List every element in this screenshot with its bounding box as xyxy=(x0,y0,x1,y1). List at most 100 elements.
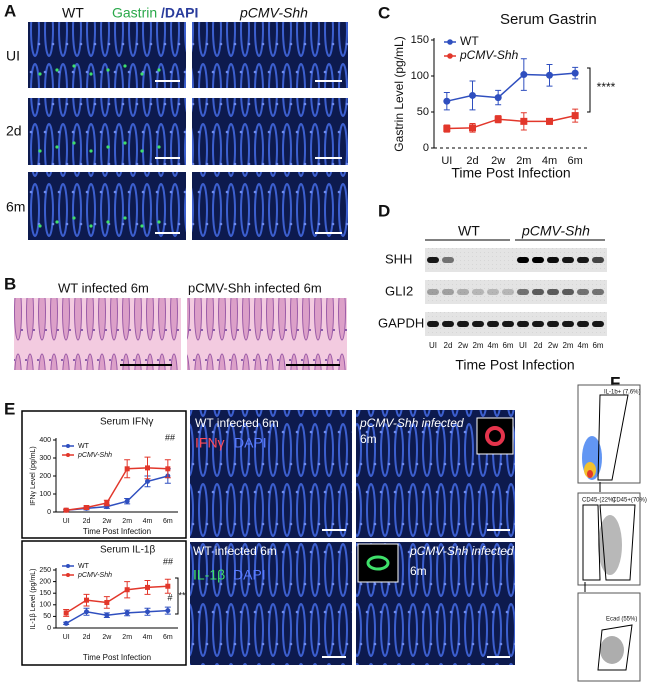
point xyxy=(145,609,150,615)
band xyxy=(427,257,439,263)
micrograph xyxy=(192,172,348,240)
chart-box xyxy=(21,540,187,666)
signal-dot xyxy=(157,68,161,72)
legend-label: WT xyxy=(78,443,90,450)
x-tick-label: 2m xyxy=(122,518,132,525)
x-tick-label: 6m xyxy=(163,518,173,525)
band xyxy=(547,321,559,327)
series-line xyxy=(65,609,168,625)
gate-label: Ecad (55%) xyxy=(606,617,637,623)
group-label: pCMV-Shh xyxy=(521,223,590,239)
signal-dot xyxy=(123,141,127,145)
band xyxy=(457,321,469,327)
panel-label: E xyxy=(4,399,15,418)
micrograph xyxy=(28,22,186,88)
image-text: pCMV-Shh infected xyxy=(409,544,514,558)
image-text: WT infected 6m xyxy=(193,544,277,558)
protein-label: GAPDH xyxy=(378,315,424,330)
point xyxy=(165,466,171,472)
y-tick-label: 300 xyxy=(39,455,51,462)
y-axis-title: IFNγ Level (pg/mL) xyxy=(30,446,37,506)
x-tick-label: 2w xyxy=(491,155,505,167)
significance: ## xyxy=(165,432,175,442)
y-tick-label: 100 xyxy=(39,491,51,498)
gate-label: CD45-(22%) xyxy=(582,498,615,504)
protein-label: SHH xyxy=(385,251,412,266)
series-line xyxy=(66,467,168,511)
signal-dot xyxy=(55,220,59,224)
x-tick-label: 4m xyxy=(143,518,153,525)
band xyxy=(457,289,469,295)
band xyxy=(532,289,544,295)
legend-marker xyxy=(66,453,70,457)
x-tick-label: UI xyxy=(63,518,70,525)
micrograph xyxy=(190,542,352,665)
axis-title: Time Post Infection xyxy=(455,357,574,373)
legend-label: WT xyxy=(78,563,90,570)
band xyxy=(427,321,439,327)
point xyxy=(546,71,553,79)
image-text: IFNγ xyxy=(195,435,225,451)
point xyxy=(63,610,69,616)
micrograph xyxy=(192,98,348,165)
band xyxy=(517,257,529,263)
x-tick-label: UI xyxy=(441,155,452,167)
band xyxy=(502,321,514,327)
x-tick-label: 2m xyxy=(516,155,531,167)
point xyxy=(63,507,69,513)
panel-label: A xyxy=(4,1,16,20)
gate xyxy=(582,504,601,581)
series-line xyxy=(66,475,169,511)
band xyxy=(562,257,574,263)
stain-label: /DAPI xyxy=(161,5,198,21)
legend-marker xyxy=(66,573,70,577)
y-tick-label: 50 xyxy=(417,106,429,118)
point xyxy=(520,71,528,79)
blot-strip xyxy=(425,280,607,304)
x-axis-title: Time Post Infection xyxy=(83,527,151,536)
x-tick-label: 6m xyxy=(568,155,583,167)
legend-marker xyxy=(66,444,70,448)
y-tick-label: 200 xyxy=(39,578,51,585)
static-layer: A WT Gastrin /DAPI pCMV-Shh UI 2d 6m B W… xyxy=(4,1,620,418)
point xyxy=(145,478,150,484)
x-tick-label: 4m xyxy=(542,155,557,167)
y-tick-label: 100 xyxy=(411,70,429,82)
signal-dot xyxy=(123,216,127,220)
signal-dot xyxy=(72,141,76,145)
y-tick-label: 250 xyxy=(39,567,51,574)
band xyxy=(547,289,559,295)
chart-title: Serum Gastrin xyxy=(500,11,597,28)
col-label: pCMV-Shh xyxy=(239,5,308,21)
legend-marker xyxy=(66,564,70,568)
signal-dot xyxy=(72,216,76,220)
y-axis-title: IL-1β Level (pg/mL) xyxy=(30,569,37,630)
blot-strip xyxy=(425,248,607,272)
band xyxy=(592,289,604,295)
point xyxy=(84,597,89,603)
band xyxy=(472,289,484,295)
y-axis-title: Gastrin Level (pg/mL) xyxy=(392,36,406,151)
image-title: pCMV-Shh infected 6m xyxy=(188,280,322,295)
image-text: IL-1β xyxy=(193,567,225,583)
x-tick-label: 2m xyxy=(122,634,132,641)
signal-dot xyxy=(140,149,144,153)
signal-dot xyxy=(89,72,93,76)
signal-dot xyxy=(89,149,93,153)
band xyxy=(592,321,604,327)
bracket xyxy=(587,67,591,113)
lane-label: UI xyxy=(429,341,437,350)
point xyxy=(546,117,553,125)
legend-marker xyxy=(447,39,453,45)
blot-strip xyxy=(425,312,607,336)
lane-label: 2d xyxy=(534,341,543,350)
point xyxy=(104,612,110,618)
point xyxy=(165,608,171,614)
signal-dot xyxy=(140,72,144,76)
y-tick-label: 150 xyxy=(39,590,51,597)
series-line xyxy=(446,114,576,130)
y-tick-label: 200 xyxy=(39,473,51,480)
micrograph xyxy=(187,298,347,370)
band xyxy=(562,289,574,295)
